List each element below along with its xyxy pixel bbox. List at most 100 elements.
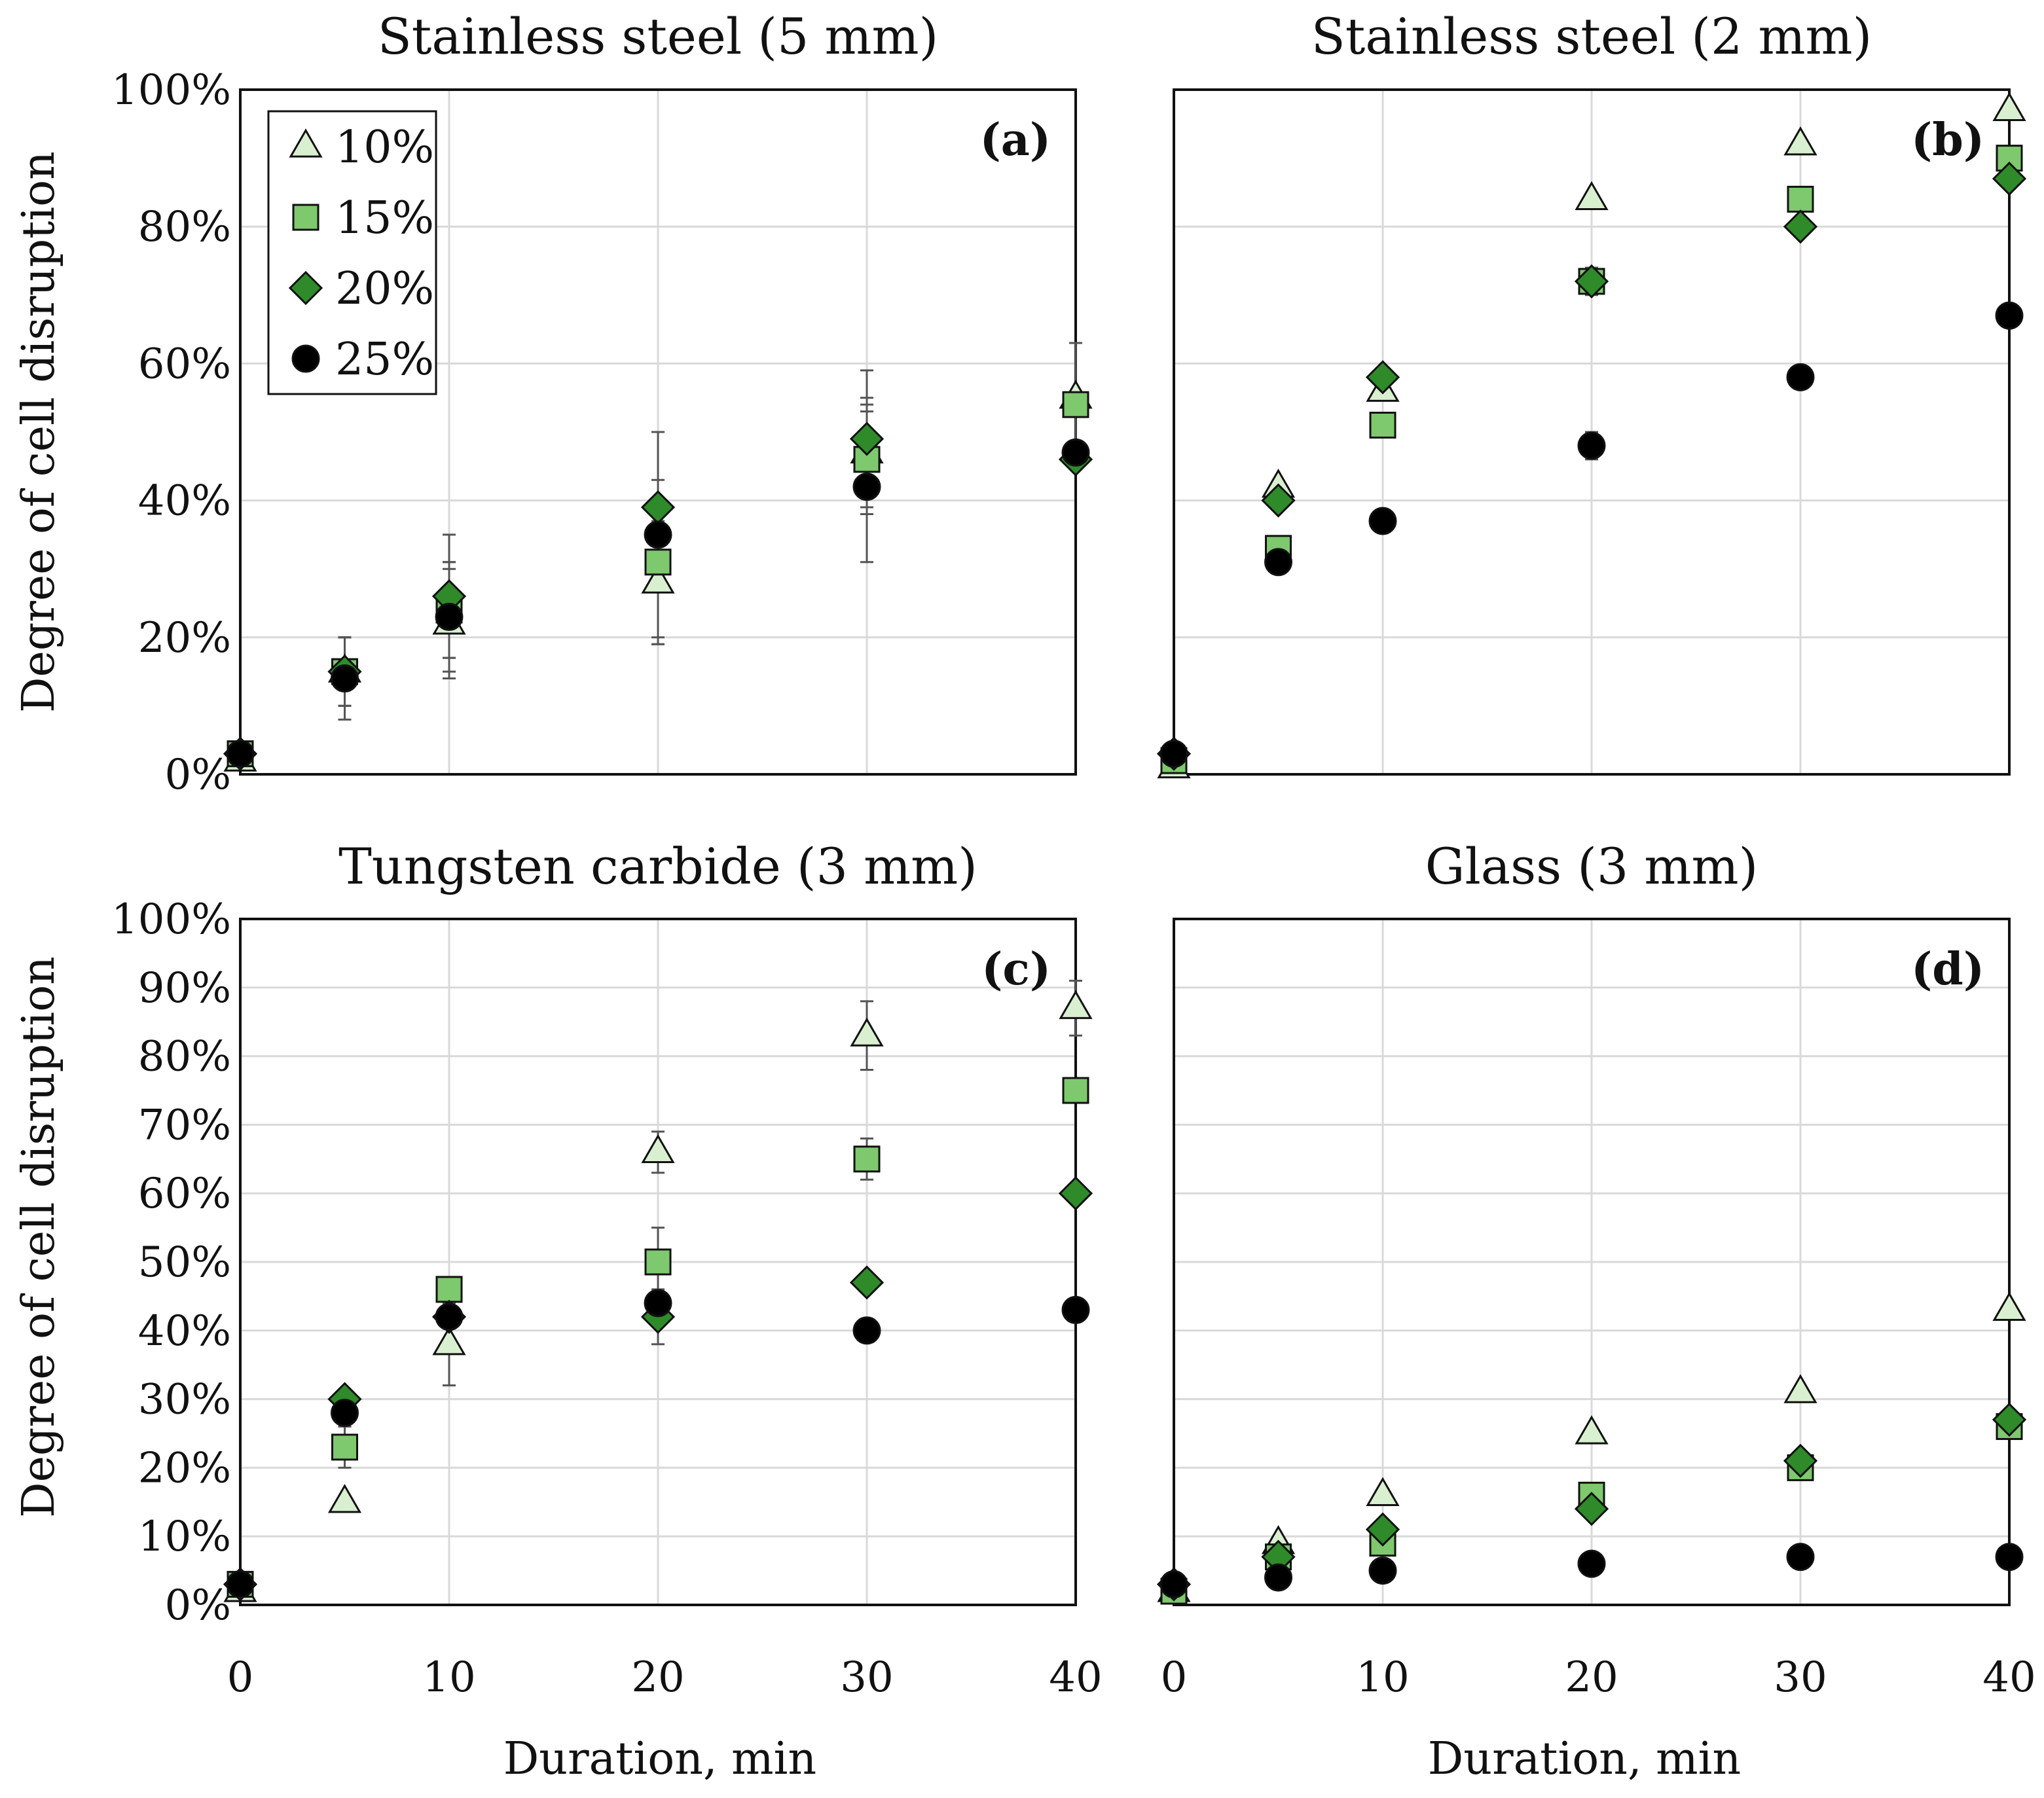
y-axis-title-top: Degree of cell disruption [13,151,65,713]
data-point [1783,1443,1818,1479]
y-tick-label: 30% [138,1376,231,1424]
y-axis-title-bottom: Degree of cell disruption [13,956,65,1518]
data-point [644,548,672,576]
x-tick-label: 20 [1565,1653,1618,1702]
legend-marker [289,128,323,158]
data-point [1992,1402,2027,1437]
x-tick-label: 40 [1049,1653,1102,1702]
x-tick-label: 0 [1161,1653,1188,1702]
data-point [644,520,672,549]
data-point [1159,740,1188,768]
x-tick-label: 40 [1982,1653,2035,1702]
data-point [1058,1176,1093,1211]
chart-panel-b: Stainless steel (2 mm) (b) [1156,7,2027,779]
x-tick-label: 20 [631,1653,684,1702]
data-point [1366,1477,1400,1506]
plot-frame [239,918,1077,1606]
y-tick-label: 70% [138,1101,231,1149]
data-point [435,1276,463,1303]
data-point [226,740,255,768]
chart-title: Stainless steel (5 mm) [378,7,939,65]
chart-panel-d: Glass (3 mm) (d) 0 10 20 30 40 [1156,837,2036,1702]
legend-label: 15% [335,192,434,244]
data-point [1059,990,1093,1019]
chart-panel-c: Tungsten carbide (3 mm)(c) 0% 10% 20% 30% 40%… [111,837,1103,1702]
y-tick-label: 60% [138,1170,231,1218]
data-point [644,1289,672,1318]
data-point [850,1017,884,1047]
chart-title: Glass (3 mm) [1425,837,1758,895]
data-point [1995,1543,2024,1572]
data-point [1992,92,2026,122]
data-point [1061,438,1090,467]
data-point [1261,483,1296,518]
x-tick-label: 10 [1356,1653,1409,1702]
data-point [853,1145,881,1173]
legend-marker [292,204,319,231]
legend-label: 25% [335,334,434,386]
data-point [1783,126,1817,156]
panels: Stainless steel (5 mm) (a) 0% 20% 40% 60% 80% 1… [111,7,2036,1702]
legend-box [267,110,437,395]
data-point [1575,181,1609,210]
data-point [327,1484,362,1513]
data-point [1783,209,1818,244]
data-point [1061,1295,1090,1324]
data-point [1577,431,1606,460]
series-25pct [226,438,1090,768]
plot-frame [1173,918,2011,1606]
x-tick-label: 10 [422,1653,475,1702]
y-tick-label: 0% [164,751,231,799]
legend-label: 20% [335,263,434,315]
panel-label: (d) [1911,943,1984,996]
y-tick-label: 100% [111,895,231,944]
data-point [849,422,885,456]
series-25pct [1159,1543,2024,1599]
data-point [331,1433,358,1461]
y-tick-label: 100% [111,66,231,115]
data-point [852,1316,881,1345]
legend: 10% 15% 20% 25% [267,110,437,395]
data-point [641,1134,675,1163]
data-point [1369,412,1396,439]
x-axis-title-right: Duration, min [1428,1733,1741,1785]
data-point [435,1303,464,1331]
data-point [1264,1563,1292,1592]
data-point [1368,507,1397,535]
data-point [1365,360,1400,395]
data-point [432,1326,466,1356]
y-tick-label: 40% [138,477,231,526]
series-20pct [1156,161,2027,771]
data-point [1783,1374,1817,1403]
chart-title: Tungsten carbide (3 mm) [338,837,977,895]
data-point [226,1570,255,1599]
chart-title: Stainless steel (2 mm) [1311,7,1872,65]
y-tick-label: 50% [138,1238,231,1287]
data-point [1787,185,1814,213]
plot-frame [1173,88,2011,776]
legend-marker [291,344,320,373]
data-point [640,490,676,525]
legend-label: 10% [335,122,434,173]
y-tick-label: 90% [138,964,231,1013]
data-point [1575,1415,1609,1445]
data-point [435,602,464,631]
x-axis-title-left: Duration, min [503,1733,816,1785]
y-tick-label: 80% [138,203,231,251]
data-point [1995,301,2024,330]
series-25pct [226,1289,1090,1599]
data-point [1786,1543,1815,1572]
panel-label: (c) [981,943,1051,996]
y-tick-label: 40% [138,1307,231,1356]
data-point [331,1399,359,1428]
x-tick-label: 30 [1774,1653,1827,1702]
y-tick-label: 0% [164,1581,231,1630]
data-point [1062,391,1089,418]
y-tick-label: 10% [138,1513,231,1561]
data-point [1574,264,1609,299]
data-point [1365,1512,1400,1547]
data-point [852,473,881,501]
data-point [1992,161,2027,196]
data-point [1368,1556,1397,1585]
data-point [1264,548,1292,577]
